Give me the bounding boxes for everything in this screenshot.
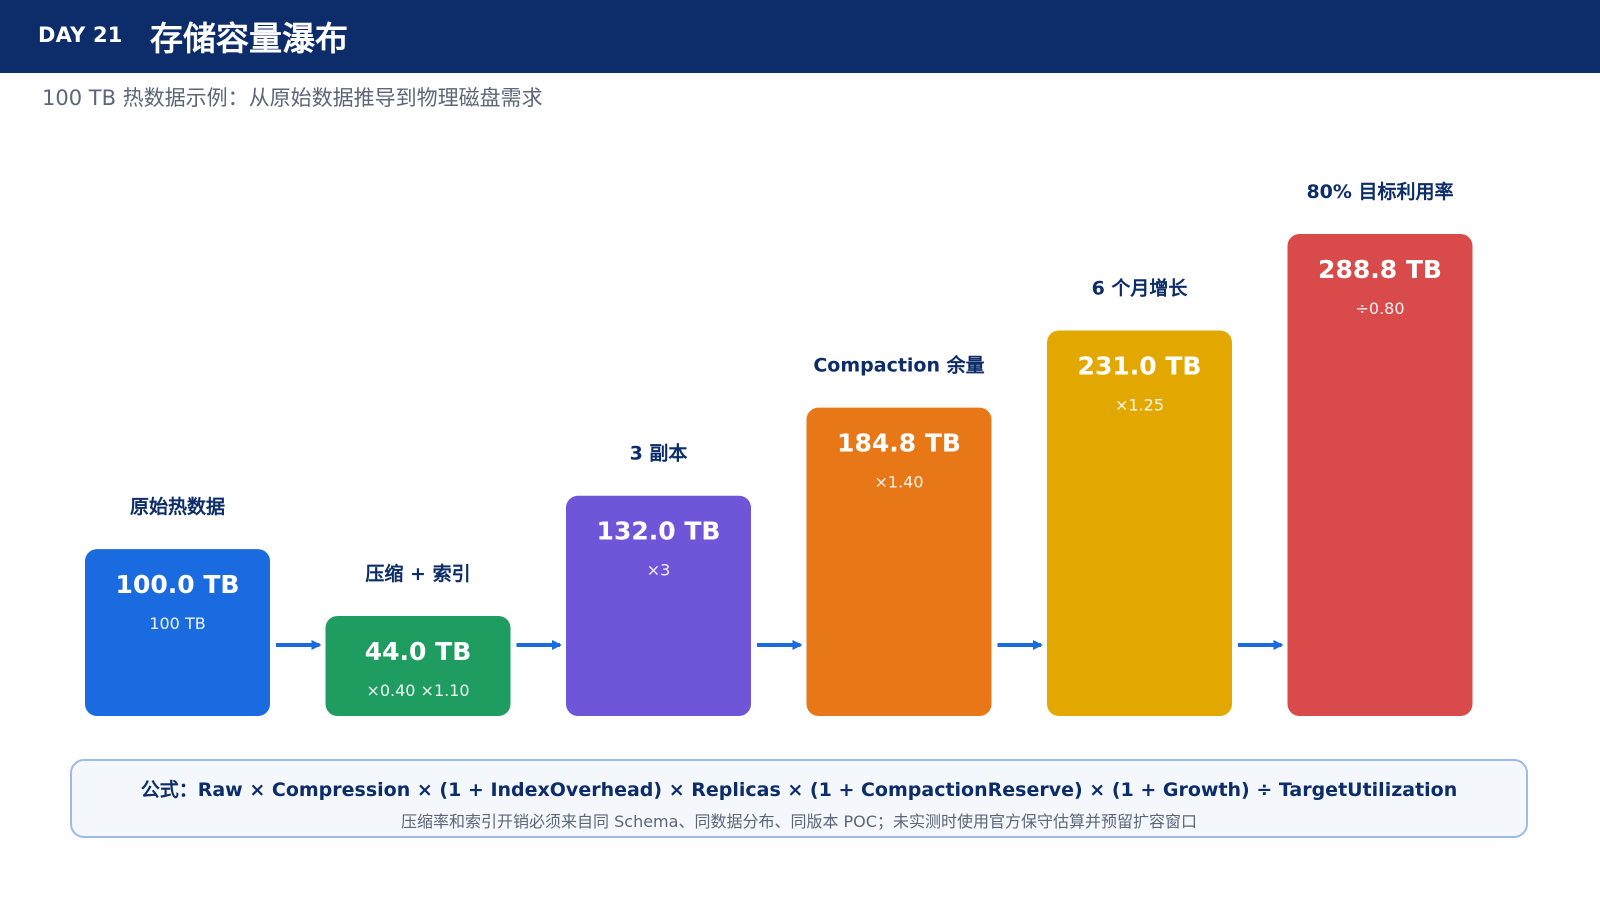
bar: [1047, 330, 1232, 716]
category-label: Compaction 余量: [813, 354, 984, 377]
bar-group: 80% 目标利用率 288.8 TB ÷0.80: [1287, 180, 1473, 716]
value-label: 231.0 TB: [1078, 351, 1202, 380]
factor-label: 100 TB: [149, 614, 205, 633]
bar-group: 原始热数据 100.0 TB 100 TB: [85, 495, 270, 716]
bar: [566, 495, 751, 716]
bar: [806, 407, 992, 716]
factor-label: ×1.25: [1115, 395, 1164, 414]
subtitle: 100 TB 热数据示例：从原始数据推导到物理磁盘需求: [42, 86, 543, 110]
page-title: 存储容量瀑布: [150, 19, 348, 58]
factor-label: ×3: [647, 561, 671, 580]
bar: [325, 616, 511, 716]
waterfall-chart: 原始热数据 100.0 TB 100 TB 压缩 + 索引 44.0 TB ×0.40 ×…: [85, 180, 1473, 716]
formula-note: 压缩率和索引开销必须来自同 Schema、同数据分布、同版本 POC；未实测时使…: [401, 812, 1197, 831]
value-label: 132.0 TB: [597, 517, 721, 546]
formula-box: 公式：Raw × Compression × (1 + IndexOverhea…: [70, 759, 1528, 838]
bar-group: 6 个月增长 231.0 TB ×1.25: [1047, 276, 1232, 716]
category-label: 原始热数据: [130, 495, 225, 518]
category-label: 6 个月增长: [1092, 276, 1189, 299]
header-bar: DAY 21 存储容量瀑布: [0, 0, 1600, 73]
bar-group: 3 副本 132.0 TB ×3: [566, 442, 751, 716]
value-label: 44.0 TB: [365, 637, 472, 666]
category-label: 80% 目标利用率: [1306, 180, 1453, 203]
factor-label: ÷0.80: [1355, 299, 1404, 318]
formula-text: 公式：Raw × Compression × (1 + IndexOverhea…: [140, 779, 1458, 801]
factor-label: ×1.40: [874, 473, 923, 492]
factor-label: ×0.40 ×1.10: [366, 681, 469, 700]
day-tag: DAY 21: [38, 23, 123, 47]
category-label: 压缩 + 索引: [365, 562, 470, 585]
value-label: 184.8 TB: [837, 429, 961, 458]
bar-group: 压缩 + 索引 44.0 TB ×0.40 ×1.10: [325, 562, 511, 716]
category-label: 3 副本: [630, 442, 688, 465]
bar: [1287, 234, 1473, 716]
value-label: 288.8 TB: [1318, 255, 1442, 284]
value-label: 100.0 TB: [116, 570, 240, 599]
bar: [85, 549, 270, 716]
bar-group: Compaction 余量 184.8 TB ×1.40: [806, 354, 992, 716]
